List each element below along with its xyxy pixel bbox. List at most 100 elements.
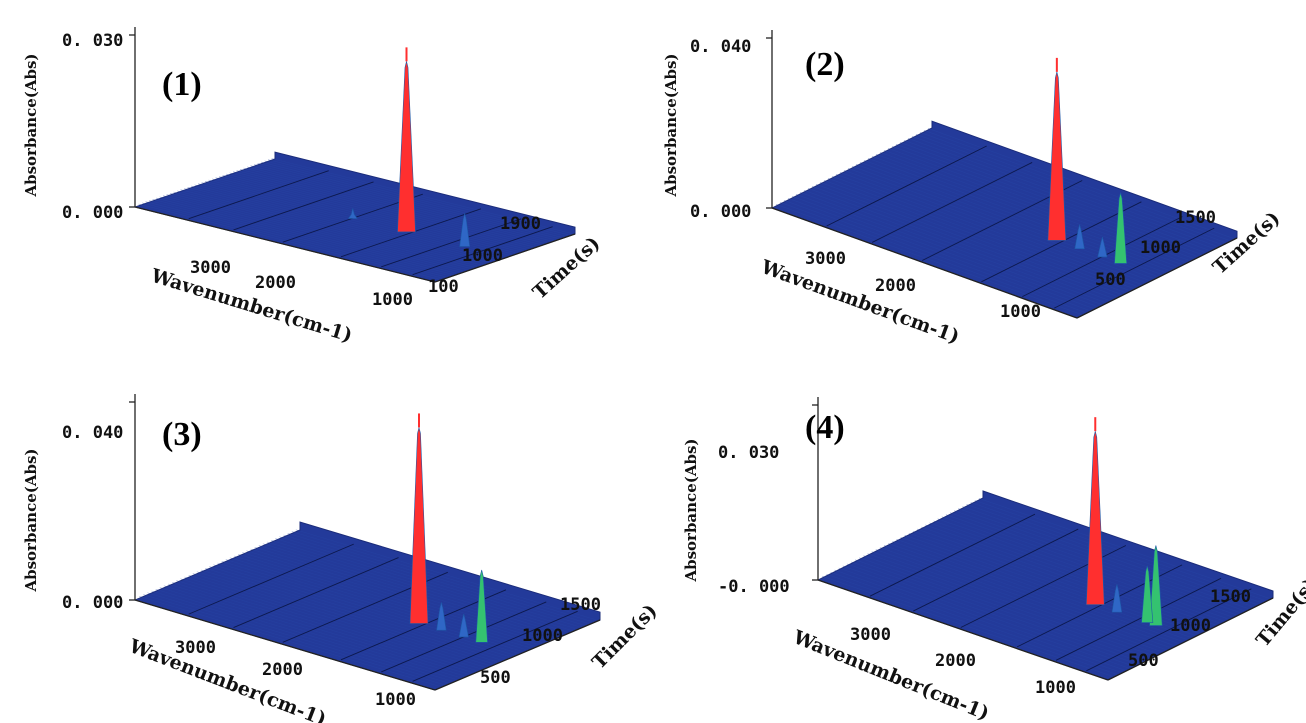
peak-mark xyxy=(1141,565,1154,623)
y-tick-label: 1900 xyxy=(500,214,541,234)
peak-mark xyxy=(397,61,416,233)
panel-label: (2) xyxy=(805,46,845,83)
surface-time-line xyxy=(196,571,497,663)
z-tick-label: -0. 000 xyxy=(718,577,790,597)
surface-time-line xyxy=(815,184,1122,295)
surface-time-line xyxy=(871,156,1178,267)
y-tick-label: 1000 xyxy=(1170,616,1211,636)
surface-time-line xyxy=(925,524,1216,626)
surface-time-line xyxy=(855,164,1162,275)
peak-mark xyxy=(459,213,471,247)
surface-time-line xyxy=(138,203,439,280)
x-tick-label: 3000 xyxy=(805,249,846,269)
surface-time-line xyxy=(871,551,1162,652)
surface-ridge-line xyxy=(869,513,1036,597)
surface-time-line xyxy=(159,587,460,678)
surface-time-line xyxy=(197,183,499,259)
surface-ridge-line xyxy=(412,226,553,276)
panel-label: (1) xyxy=(162,66,202,103)
surface-time-line xyxy=(779,202,1086,313)
surface-time-line xyxy=(145,201,446,277)
surface-time-line xyxy=(937,518,1228,620)
surface-time-line xyxy=(295,529,596,621)
surface-ridge-line xyxy=(188,170,329,220)
surface-ridge-line xyxy=(1054,227,1215,309)
surface-ridge-line xyxy=(826,145,987,227)
surface-time-line xyxy=(236,170,537,246)
y-axis xyxy=(1076,237,1238,319)
y-tick-label: 1500 xyxy=(1210,587,1251,607)
surface-time-line xyxy=(194,184,495,261)
surface-time-line xyxy=(826,573,1117,675)
x-tick-label: 2000 xyxy=(935,651,976,671)
x-axis xyxy=(134,599,436,691)
surface-time-line xyxy=(187,186,488,263)
surface-time-line xyxy=(962,506,1253,607)
surface-time-line xyxy=(155,588,456,680)
x-tick-label: 2000 xyxy=(255,273,296,293)
y-tick-label: 1000 xyxy=(522,626,563,646)
surface-time-line xyxy=(208,179,509,256)
x-tick-label: 1000 xyxy=(1000,302,1041,322)
surface-time-line xyxy=(232,171,534,247)
surface-time-line xyxy=(978,498,1269,599)
surface-time-line xyxy=(883,545,1175,646)
surface-time-line xyxy=(217,562,518,654)
z-tick-label: 0. 030 xyxy=(62,31,123,51)
surface-time-line xyxy=(159,196,460,273)
surface-time-line xyxy=(895,144,1202,255)
y-tick-label: 1000 xyxy=(1140,238,1181,258)
surface-time-line xyxy=(891,146,1198,257)
y-tick-label: 500 xyxy=(1095,270,1126,290)
surface-time-line xyxy=(155,197,457,274)
peak-mark xyxy=(458,614,469,638)
peak-mark xyxy=(409,427,429,624)
surface-time-line xyxy=(139,595,440,687)
surface-time-line xyxy=(867,553,1158,654)
surface-time-line xyxy=(803,190,1110,301)
surface-time-line xyxy=(842,565,1133,667)
surface-time-line xyxy=(819,182,1126,293)
surface-time-line xyxy=(888,543,1179,644)
surface-time-line xyxy=(875,154,1182,265)
surface-time-line xyxy=(291,531,592,622)
x-axis xyxy=(134,206,436,283)
x-tick-label: 2000 xyxy=(875,276,916,296)
surface-ridge-line xyxy=(381,218,522,268)
surface-time-line xyxy=(190,185,492,262)
surface-time-line xyxy=(915,134,1222,245)
surface-time-line xyxy=(830,571,1121,673)
x-tick-label: 1000 xyxy=(1035,678,1076,698)
surface-time-line xyxy=(246,166,548,243)
surface-time-line xyxy=(229,172,530,249)
surface-time-line xyxy=(835,174,1142,285)
surface-time-line xyxy=(267,159,569,235)
x-axis-title: Wavenumber(cm-1) xyxy=(148,264,355,346)
surface-time-line xyxy=(859,557,1150,659)
surface-time-line xyxy=(201,182,502,258)
surface-time-line xyxy=(200,569,502,661)
surface-time-line xyxy=(974,500,1265,601)
surface-time-line xyxy=(143,594,444,685)
surface-time-line xyxy=(843,170,1150,281)
z-axis-title: Absorbance(Abs) xyxy=(22,448,40,592)
surface-time-line xyxy=(152,198,453,275)
surface-time-line xyxy=(966,504,1257,605)
x-axis xyxy=(771,207,1078,319)
peak-mark xyxy=(1074,224,1085,249)
surface-time-line xyxy=(846,563,1137,665)
surface-time-line xyxy=(287,532,588,624)
peak-mark xyxy=(1114,192,1128,264)
surface-ridge-line xyxy=(871,162,1033,243)
surface-time-line xyxy=(892,541,1183,642)
surface-time-line xyxy=(238,553,539,645)
y-tick-label: 100 xyxy=(428,277,459,297)
surface-time-line xyxy=(222,174,523,251)
surface-time-line xyxy=(941,516,1232,618)
surface-time-line xyxy=(141,202,443,279)
surface-time-line xyxy=(923,130,1230,241)
surface-time-line xyxy=(896,539,1187,640)
z-tick-label: 0. 000 xyxy=(62,593,123,613)
surface-time-line xyxy=(883,150,1190,261)
